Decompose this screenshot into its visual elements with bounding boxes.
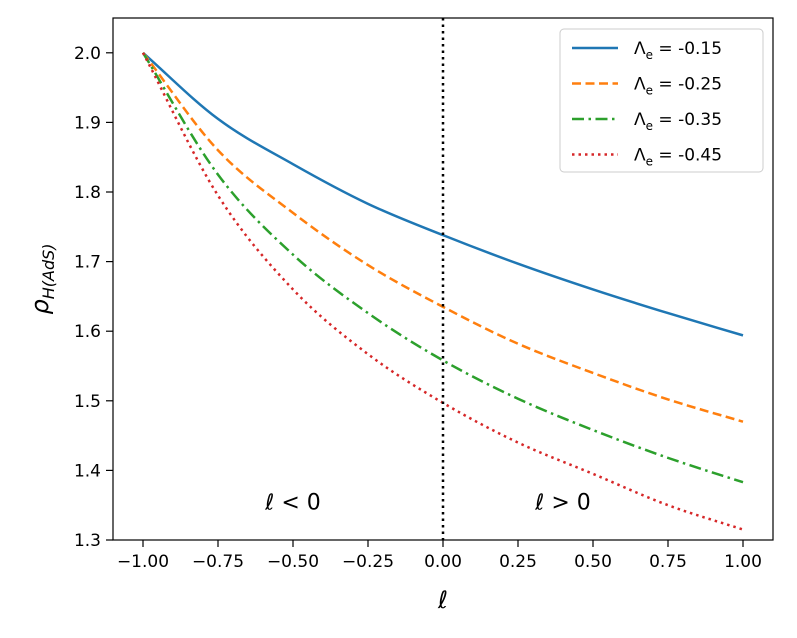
x-tick-label: 1.00 — [724, 552, 762, 572]
y-tick-label: 2.0 — [74, 44, 101, 64]
x-tick-label: −1.00 — [117, 552, 169, 572]
x-tick-label: 0.75 — [649, 552, 687, 572]
y-axis-ticks: 1.3 1.4 1.5 1.6 1.7 1.8 1.9 2.0 — [74, 44, 113, 551]
series-line-1 — [142, 51, 744, 337]
x-axis-ticks: −1.00 −0.75 −0.50 −0.25 0.00 0.25 0.50 0.75 1.00 — [117, 540, 762, 572]
y-tick-label: 1.7 — [74, 253, 101, 273]
series-lines — [141, 51, 744, 531]
region-label-2: ℓ > 0 — [534, 491, 591, 516]
series-line-4 — [141, 52, 744, 531]
x-tick-label: 0.25 — [499, 552, 537, 572]
y-axis-label: ρH(AdS) — [26, 243, 58, 314]
y-tick-label: 1.6 — [74, 322, 101, 342]
x-tick-label: −0.50 — [267, 552, 319, 572]
legend-label-4: Λe = -0.45 — [634, 146, 722, 169]
region-label-1: ℓ < 0 — [264, 491, 321, 516]
x-tick-label: 0.50 — [574, 552, 612, 572]
y-axis-label-main: ρ — [26, 299, 54, 314]
series-line-3 — [141, 52, 744, 484]
x-tick-label: 0.00 — [424, 552, 462, 572]
legend-label-1: Λe = -0.15 — [634, 39, 722, 62]
legend: Λe = -0.15 Λe = -0.25 Λe = -0.35 Λe = -0.45 — [559, 28, 764, 173]
y-tick-label: 1.9 — [74, 113, 101, 133]
region-annotations: ℓ < 0 ℓ > 0 — [264, 491, 591, 516]
y-axis-label-sub: H(AdS) — [39, 243, 58, 299]
x-axis-label: ℓ — [437, 586, 448, 614]
y-tick-label: 1.3 — [74, 531, 101, 551]
y-tick-label: 1.8 — [74, 183, 101, 203]
x-tick-label: −0.25 — [342, 552, 394, 572]
y-tick-label: 1.4 — [74, 461, 101, 481]
series-line-2 — [142, 52, 744, 423]
y-tick-label: 1.5 — [74, 392, 101, 412]
x-tick-label: −0.75 — [192, 552, 244, 572]
legend-box — [559, 28, 764, 173]
legend-label-3: Λe = -0.35 — [634, 110, 722, 133]
legend-label-2: Λe = -0.25 — [634, 75, 722, 98]
